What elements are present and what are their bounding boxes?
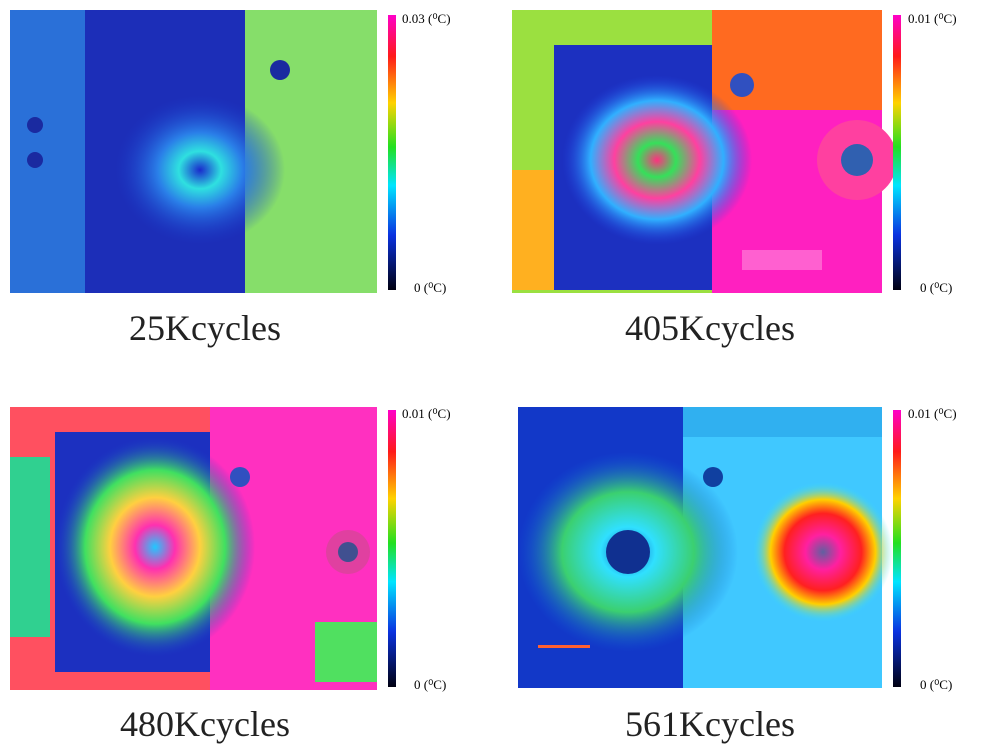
scale-min-label: 0 (⁰C) bbox=[414, 280, 446, 295]
thermal-region bbox=[27, 117, 43, 133]
color-bar bbox=[388, 410, 396, 687]
thermal-region bbox=[10, 457, 50, 637]
caption: 480Kcycles bbox=[120, 704, 290, 744]
thermal-image bbox=[512, 10, 897, 293]
thermal-region bbox=[703, 467, 723, 487]
thermal-region bbox=[841, 144, 873, 176]
color-bar bbox=[893, 410, 901, 687]
scale-max-label: 0.01 (⁰C) bbox=[908, 406, 957, 421]
caption: 405Kcycles bbox=[625, 308, 795, 348]
thermal-image bbox=[10, 407, 377, 690]
thermal-region bbox=[730, 73, 754, 97]
scale-min-label: 0 (⁰C) bbox=[920, 677, 952, 692]
thermal-region bbox=[10, 10, 85, 293]
thermal-region bbox=[270, 60, 290, 80]
scale-max-label: 0.01 (⁰C) bbox=[908, 11, 957, 26]
thermal-region bbox=[742, 250, 822, 270]
thermal-region bbox=[230, 467, 250, 487]
color-bar bbox=[893, 15, 901, 290]
thermal-image bbox=[10, 10, 377, 293]
caption: 25Kcycles bbox=[129, 308, 281, 348]
thermal-region bbox=[27, 152, 43, 168]
thermal-region bbox=[753, 482, 893, 622]
thermal-region bbox=[115, 95, 285, 245]
thermal-region bbox=[562, 75, 752, 245]
thermal-region bbox=[315, 622, 377, 682]
caption: 561Kcycles bbox=[625, 704, 795, 744]
scale-max-label: 0.01 (⁰C) bbox=[402, 406, 451, 421]
color-bar bbox=[388, 15, 396, 290]
scale-max-label: 0.03 (⁰C) bbox=[402, 11, 451, 26]
thermal-image bbox=[518, 407, 893, 688]
thermal-region bbox=[55, 437, 255, 657]
thermal-region bbox=[538, 645, 590, 648]
thermal-region bbox=[606, 530, 650, 574]
thermal-region bbox=[512, 170, 557, 290]
scale-min-label: 0 (⁰C) bbox=[920, 280, 952, 295]
thermal-region bbox=[338, 542, 358, 562]
scale-min-label: 0 (⁰C) bbox=[414, 677, 446, 692]
